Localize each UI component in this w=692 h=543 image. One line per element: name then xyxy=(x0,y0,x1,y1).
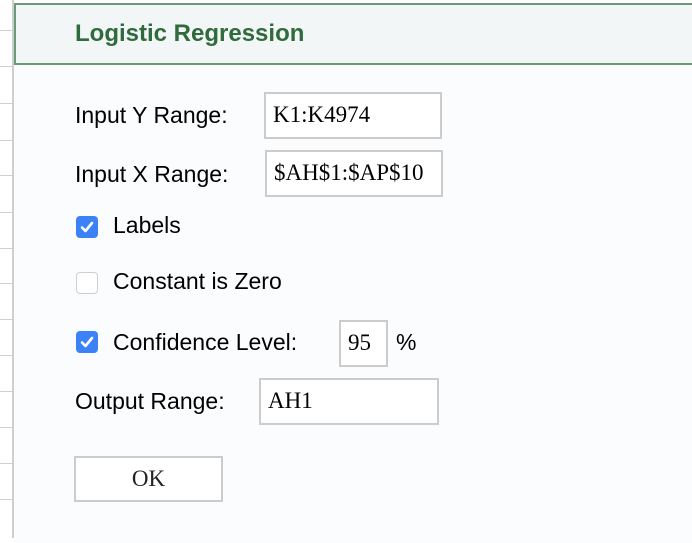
confidence-level-label: Confidence Level: xyxy=(113,329,298,355)
input-x-label: Input X Range: xyxy=(75,161,229,187)
checkmark-icon xyxy=(80,336,94,348)
checkmark-icon xyxy=(80,221,94,233)
confidence-level-checkbox[interactable] xyxy=(76,331,98,353)
logistic-regression-dialog: Logistic Regression Input Y Range: K1:K4… xyxy=(14,3,692,543)
dialog-header: Logistic Regression xyxy=(14,3,692,65)
constant-is-zero-label: Constant is Zero xyxy=(113,268,282,294)
output-range-field[interactable]: AH1 xyxy=(259,378,439,425)
input-y-range-field[interactable]: K1:K4974 xyxy=(264,92,442,139)
confidence-level-field[interactable]: 95 xyxy=(339,320,388,367)
ok-button[interactable]: OK xyxy=(74,456,223,502)
input-y-label: Input Y Range: xyxy=(75,102,228,128)
percent-unit-label: % xyxy=(396,329,417,355)
labels-label: Labels xyxy=(113,212,181,238)
output-range-label: Output Range: xyxy=(75,388,225,414)
labels-checkbox[interactable] xyxy=(76,216,98,238)
spreadsheet-row-gridlines xyxy=(0,0,14,538)
input-x-range-field[interactable]: $AH$1:$AP$10 xyxy=(265,150,443,197)
dialog-title: Logistic Regression xyxy=(75,20,305,47)
constant-is-zero-checkbox[interactable] xyxy=(76,272,98,294)
